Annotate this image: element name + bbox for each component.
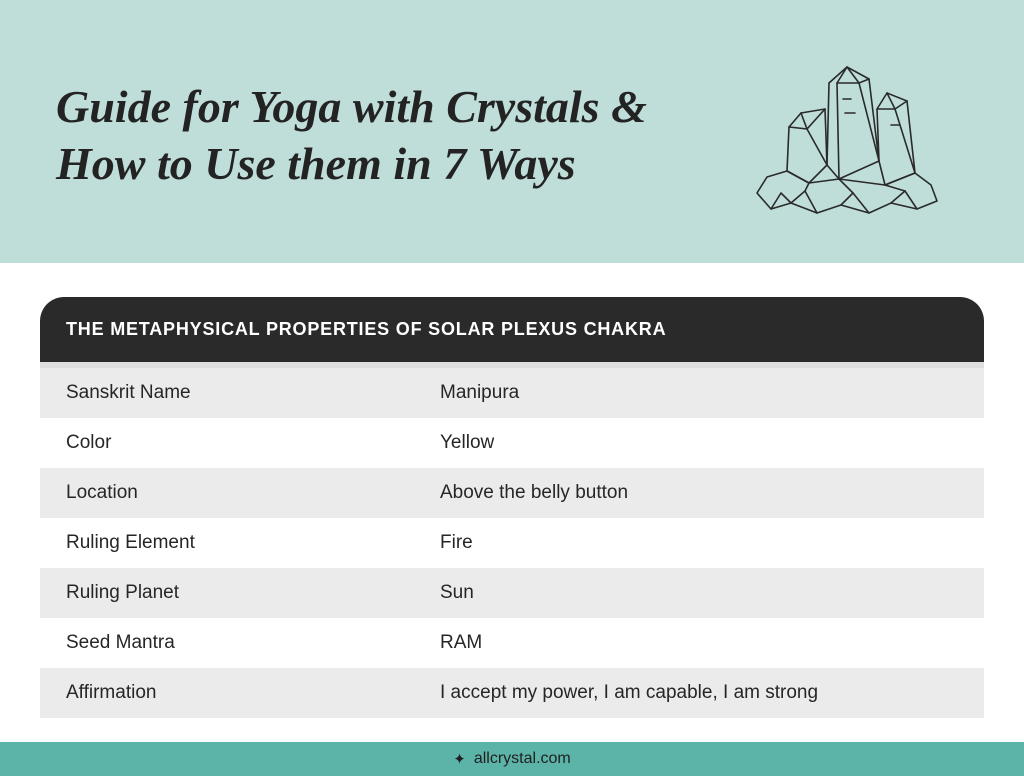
row-value: Yellow bbox=[440, 432, 964, 454]
row-label: Ruling Planet bbox=[60, 582, 440, 604]
row-label: Color bbox=[60, 432, 440, 454]
crystal-cluster-icon bbox=[729, 53, 954, 218]
row-value: Sun bbox=[440, 582, 964, 604]
row-label: Location bbox=[60, 482, 440, 504]
row-label: Sanskrit Name bbox=[60, 382, 440, 404]
table-row: Seed Mantra RAM bbox=[40, 618, 984, 668]
row-value: I accept my power, I am capable, I am st… bbox=[440, 682, 964, 704]
row-value: Fire bbox=[440, 532, 964, 554]
footer-bar: ✦ allcrystal.com bbox=[0, 742, 1024, 776]
footer-text: allcrystal.com bbox=[474, 750, 571, 768]
properties-table: THE METAPHYSICAL PROPERTIES OF SOLAR PLE… bbox=[40, 297, 984, 718]
row-label: Seed Mantra bbox=[60, 632, 440, 654]
row-label: Affirmation bbox=[60, 682, 440, 704]
table-title: THE METAPHYSICAL PROPERTIES OF SOLAR PLE… bbox=[40, 297, 984, 368]
row-value: Manipura bbox=[440, 382, 964, 404]
sparkle-icon: ✦ bbox=[453, 750, 466, 768]
table-row: Affirmation I accept my power, I am capa… bbox=[40, 668, 984, 718]
row-value: RAM bbox=[440, 632, 964, 654]
table-row: Ruling Element Fire bbox=[40, 518, 984, 568]
header-banner: Guide for Yoga with Crystals & How to Us… bbox=[0, 0, 1024, 263]
row-label: Ruling Element bbox=[60, 532, 440, 554]
row-value: Above the belly button bbox=[440, 482, 964, 504]
content-area: THE METAPHYSICAL PROPERTIES OF SOLAR PLE… bbox=[0, 263, 1024, 718]
table-row: Color Yellow bbox=[40, 418, 984, 468]
table-row: Sanskrit Name Manipura bbox=[40, 368, 984, 418]
page-title: Guide for Yoga with Crystals & How to Us… bbox=[56, 79, 686, 191]
table-row: Ruling Planet Sun bbox=[40, 568, 984, 618]
table-row: Location Above the belly button bbox=[40, 468, 984, 518]
